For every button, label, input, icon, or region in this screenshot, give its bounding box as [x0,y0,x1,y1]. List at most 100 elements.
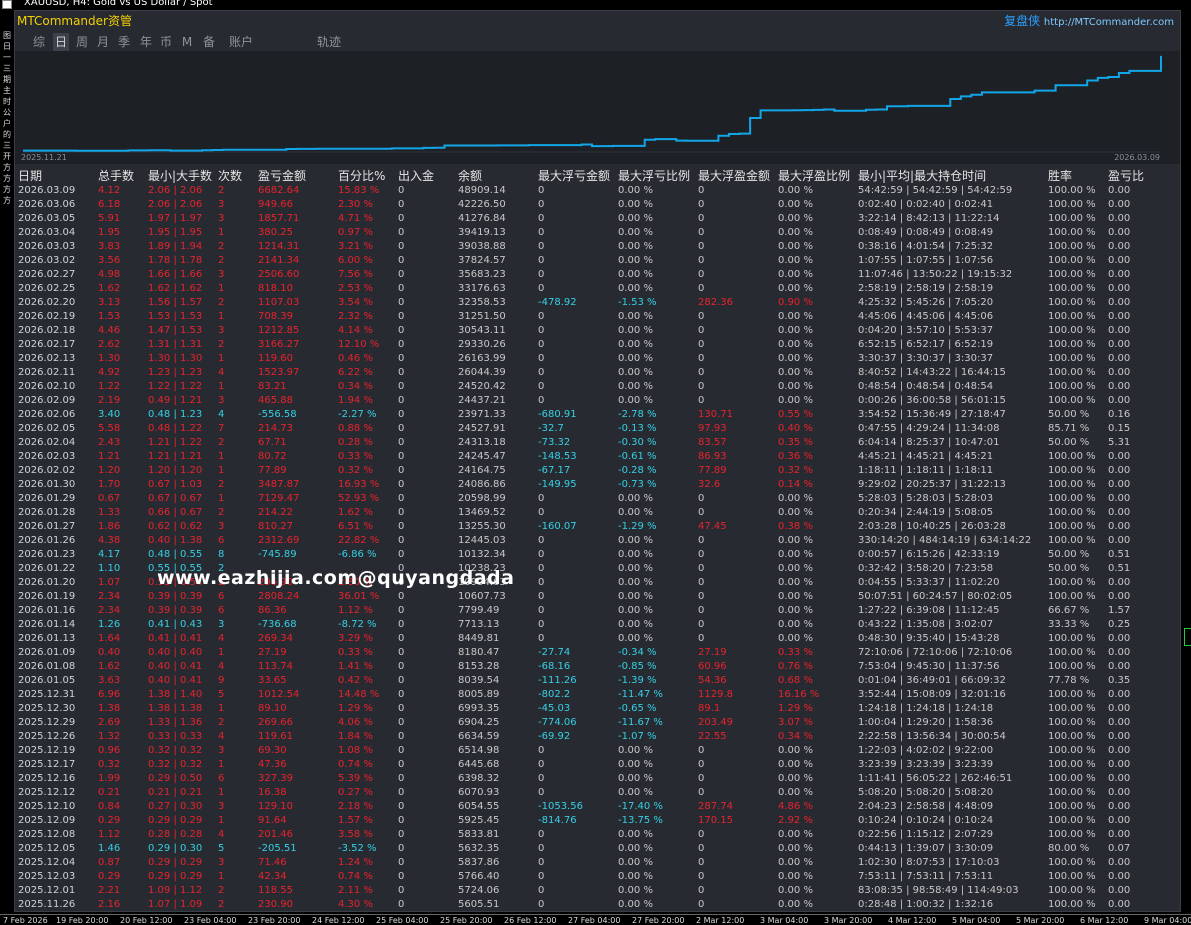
cell-8: 0 [538,507,545,518]
cell-14: 0.00 [1108,731,1131,742]
cell-12: 0:08:49 | 0:08:49 | 0:08:49 [858,227,994,238]
cell-9: -0.61 % [618,451,657,462]
chart-window-icon [2,0,12,9]
cell-0: 2026.01.19 [18,591,76,602]
cell-11: 0.00 % [778,353,813,364]
cell-9: 0.00 % [618,185,653,196]
menu-tab-2[interactable]: 周 [75,35,88,49]
cell-12: 1:07:55 | 1:07:55 | 1:07:56 [858,255,994,266]
cell-4: 3166.27 [258,339,300,350]
menu-tab-4[interactable]: 季 [117,35,130,49]
cell-11: 0.14 % [778,479,813,490]
cell-7: 24313.18 [458,437,506,448]
cell-10: 0 [698,885,705,896]
cell-13: 100.00 % [1048,283,1096,294]
brand-link[interactable]: 复盘侠 http://MTCommander.com [1004,12,1174,29]
cell-10: 170.15 [698,815,733,826]
menu-tab-5[interactable]: 年 [139,35,152,49]
cell-13: 100.00 % [1048,857,1096,868]
cell-1: 1.95 [98,227,121,238]
menu-tab-8[interactable]: 备 [202,35,215,49]
cell-5: 1.84 % [338,731,373,742]
cell-4: 2506.60 [258,269,300,280]
cell-12: 83:08:35 | 98:58:49 | 114:49:03 [858,885,1019,896]
table-row: 2026.02.09 2.19 0.49 | 1.21 3 465.88 1.94 % 0 2… [15,394,1180,408]
cell-11: 0.00 % [778,871,813,882]
cell-8: 0 [538,535,545,546]
menu-tab-10[interactable]: 轨迹 [316,35,341,49]
cell-12: 0:28:48 | 1:00:32 | 1:32:16 [858,899,994,910]
cell-12: 0:02:40 | 0:02:40 | 0:02:41 [858,199,994,210]
cell-8: -111.26 [538,675,577,686]
cell-6: 0 [398,395,405,406]
cell-11: 0.00 % [778,185,813,196]
time-axis-label: 19 Feb 20:00 [56,916,109,925]
cell-0: 2026.01.09 [18,647,76,658]
cell-7: 35683.23 [458,269,506,280]
table-row: 2026.02.06 3.40 0.48 | 1.23 4 -556.58 -2.27 %… [15,408,1180,422]
cell-8: 0 [538,493,545,504]
left-strip-glyph: 方 [3,163,11,172]
cell-10: 203.49 [698,717,733,728]
cell-9: 0.00 % [618,899,653,910]
cell-6: 0 [398,213,405,224]
cell-5: 6.22 % [338,367,373,378]
table-row: 2026.03.05 5.91 1.97 | 1.97 3 1857.71 4.71 % 0… [15,212,1180,226]
cell-3: 7 [218,423,225,434]
cell-3: 3 [218,199,225,210]
column-header-6: 出入金 [398,169,435,183]
cell-1: 5.58 [98,423,121,434]
equity-point [717,135,720,137]
cell-2: 1.56 | 1.57 [148,297,203,308]
equity-point [580,143,583,146]
menu-tab-6[interactable]: 币 [159,35,172,49]
menu-tab-1[interactable]: 日 [53,33,69,51]
cell-8: 0 [538,311,545,322]
cell-12: 2:58:19 | 2:58:19 | 2:58:19 [858,283,994,294]
cell-13: 100.00 % [1048,871,1096,882]
cell-14: 0.00 [1108,395,1131,406]
menu-tab-9[interactable]: 账户 [228,35,253,49]
cell-10: 0 [698,241,705,252]
cell-6: 0 [398,521,405,532]
cell-1: 1.10 [98,563,121,574]
cell-4: 296.90 [258,577,293,588]
table-row: 2025.12.01 2.21 1.09 | 1.12 2 118.55 2.11 % 0 5… [15,884,1180,898]
time-axis-label: 24 Feb 12:00 [312,916,365,925]
cell-14: 0.00 [1108,773,1131,784]
cell-12: 6:52:15 | 6:52:17 | 6:52:19 [858,339,994,350]
equity-point [201,149,203,151]
table-row: 2026.02.05 5.58 0.48 | 1.22 7 214.73 0.88 % 0 2… [15,422,1180,436]
brand-url[interactable]: http://MTCommander.com [1043,17,1174,28]
cell-2: 0.55 | 0.55 [148,563,203,574]
menu-tab-7[interactable]: M [181,35,193,49]
cell-9: 0.00 % [618,283,653,294]
cell-5: -8.72 % [338,619,377,630]
equity-point [675,139,678,142]
table-row: 2025.12.19 0.96 0.32 | 0.32 3 69.30 1.08 % 0 65… [15,744,1180,758]
cell-13: 100.00 % [1048,213,1096,224]
cell-3: 1 [218,227,225,238]
cell-2: 0.27 | 0.30 [148,801,203,812]
cell-2: 1.53 | 1.53 [148,311,203,322]
cell-0: 2026.01.20 [18,577,76,588]
cell-4: 129.10 [258,801,293,812]
table-row: 2026.01.20 1.07 0.53 | 0.54 2 296.90 2.80 % 0 1… [15,576,1180,590]
cell-9: 0.00 % [618,773,653,784]
cell-7: 5766.40 [458,871,500,882]
menu-tab-0[interactable]: 综 [32,35,45,49]
cell-13: 33.33 % [1048,619,1090,630]
cell-4: 2808.24 [258,591,300,602]
cell-14: 0.00 [1108,633,1131,644]
cell-4: 214.73 [258,423,293,434]
cell-12: 3:30:37 | 3:30:37 | 3:30:37 [858,353,994,364]
cell-6: 0 [398,829,405,840]
cell-11: 0.36 % [778,451,813,462]
cell-3: 3 [218,269,225,280]
time-axis-label: 27 Feb 04:00 [568,916,621,925]
menu-tab-3[interactable]: 月 [96,35,109,49]
cell-14: 0.51 [1108,563,1131,574]
cell-11: 0.68 % [778,675,813,686]
cell-12: 50:07:51 | 60:24:57 | 80:02:05 [858,591,1013,602]
cell-3: 9 [218,675,225,686]
